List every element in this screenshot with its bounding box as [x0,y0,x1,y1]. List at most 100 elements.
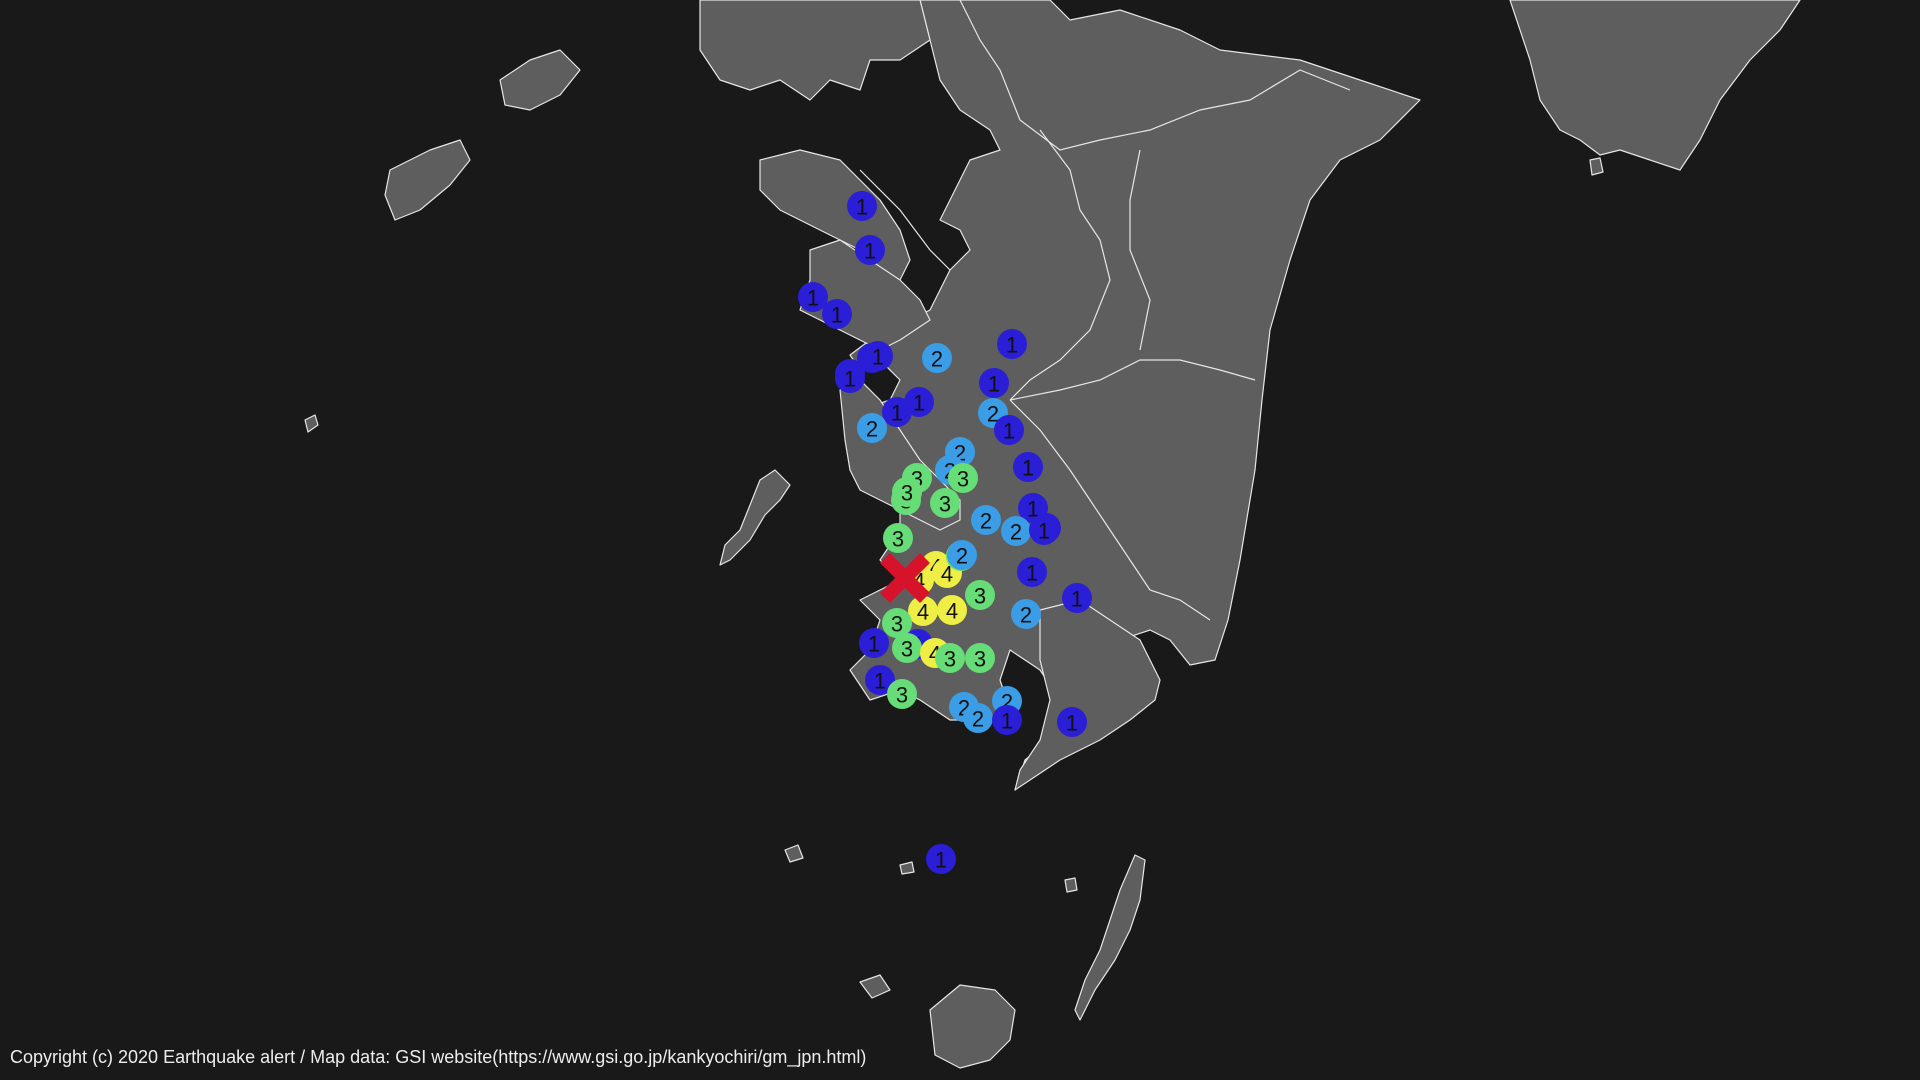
intensity-marker[interactable]: 1 [882,397,912,427]
intensity-marker[interactable]: 1 [1013,452,1043,482]
intensity-marker-circle [922,343,952,373]
intensity-marker[interactable]: 3 [948,463,978,493]
intensity-marker[interactable]: 1 [926,844,956,874]
intensity-marker-circle [1062,583,1092,613]
intensity-marker[interactable]: 3 [965,643,995,673]
northwest-peninsula [699,0,931,101]
copyright-text: Copyright (c) 2020 Earthquake alert / Ma… [10,1047,867,1067]
intensity-marker-circle [1057,707,1087,737]
koshiki-islands [719,469,791,566]
intensity-marker-circle [994,415,1024,445]
intensity-marker-label: 4 [941,562,953,587]
intensity-marker[interactable]: 2 [947,540,977,570]
intensity-marker[interactable]: 1 [994,415,1024,445]
intensity-marker-circle [979,368,1009,398]
intensity-marker[interactable]: 3 [935,643,965,673]
intensity-marker-label: 2 [866,417,878,442]
intensity-marker-label: 1 [874,669,886,694]
intensity-marker-label: 2 [1010,520,1022,545]
intensity-marker-label: 1 [807,286,819,311]
intensity-marker-circle [855,235,885,265]
intensity-marker[interactable]: 2 [1001,516,1031,546]
intensity-marker[interactable]: 2 [857,413,887,443]
intensity-marker[interactable]: 3 [882,608,912,638]
intensity-marker-label: 1 [868,632,880,657]
intensity-marker[interactable]: 3 [883,523,913,553]
intensity-marker-circle [997,329,1027,359]
intensity-marker-circle [892,633,922,663]
intensity-marker-label: 2 [1020,603,1032,628]
intensity-marker[interactable]: 3 [892,633,922,663]
intensity-marker-circle [1001,516,1031,546]
small-islet-2 [784,844,804,863]
intensity-marker-circle [1017,557,1047,587]
intensity-marker-label: 1 [891,401,903,426]
intensity-marker-label: 1 [988,372,1000,397]
intensity-marker-circle [863,341,893,371]
intensity-marker-circle [847,191,877,221]
intensity-marker-label: 3 [896,683,908,708]
intensity-marker-label: 1 [1026,561,1038,586]
small-islet-5 [899,861,915,875]
intensity-marker-circle [822,299,852,329]
prefecture-border-4 [1009,399,1211,621]
intensity-marker[interactable]: 2 [922,343,952,373]
intensity-marker[interactable]: 1 [992,705,1022,735]
intensity-marker[interactable]: 3 [892,477,922,507]
intensity-marker-circle [865,665,895,695]
intensity-marker[interactable]: 1 [798,282,828,312]
intensity-marker-circle [857,413,887,443]
intensity-marker-circle [887,679,917,709]
intensity-marker[interactable]: 2 [1011,599,1041,629]
intensity-marker-circle [882,608,912,638]
intensity-marker-circle [971,505,1001,535]
intensity-marker[interactable]: 1 [1029,515,1059,545]
intensity-marker-circle [963,703,993,733]
prefecture-border-2 [1009,129,1111,401]
intensity-marker-label: 1 [856,195,868,220]
intensity-marker[interactable]: 1 [1017,557,1047,587]
intensity-marker[interactable]: 1 [865,665,895,695]
intensity-marker-circle [965,643,995,673]
intensity-marker-circle [859,628,889,658]
honshu-islet [1589,157,1604,176]
intensity-marker[interactable]: 1 [1057,707,1087,737]
intensity-marker[interactable]: 1 [979,368,1009,398]
intensity-marker[interactable]: 2 [971,505,1001,535]
intensity-marker[interactable]: 1 [863,341,893,371]
intensity-marker[interactable]: 1 [859,628,889,658]
intensity-marker-circle [926,844,956,874]
intensity-marker[interactable]: 1 [822,299,852,329]
intensity-marker-circle [1013,452,1043,482]
intensity-marker-label: 1 [1066,711,1078,736]
epicenter-x-mark-icon [880,553,930,603]
intensity-marker-circle [948,463,978,493]
intensity-marker[interactable]: 3 [930,488,960,518]
intensity-marker-label: 3 [891,612,903,637]
intensity-marker[interactable]: 3 [965,580,995,610]
intensity-marker[interactable]: 1 [847,191,877,221]
intensity-marker-circle [937,595,967,625]
intensity-marker-label: 1 [1022,456,1034,481]
yakushima-island [929,984,1016,1069]
intensity-marker-circle [930,488,960,518]
intensity-marker[interactable]: 1 [835,363,865,393]
intensity-marker-label: 3 [901,481,913,506]
intensity-marker[interactable]: 1 [997,329,1027,359]
intensity-marker[interactable]: 4 [937,595,967,625]
intensity-marker-circle [947,540,977,570]
prefecture-border-5 [1129,149,1151,351]
intensity-marker-label: 1 [1027,497,1039,522]
intensity-marker[interactable]: 1 [855,235,885,265]
intensity-marker-circle [992,705,1022,735]
intensity-marker-circle [908,596,938,626]
intensity-marker-label: 2 [987,402,999,427]
intensity-marker[interactable]: 4 [908,596,938,626]
intensity-marker[interactable]: 2 [963,703,993,733]
intensity-marker-label: 1 [935,848,947,873]
intensity-marker[interactable]: 1 [1062,583,1092,613]
intensity-marker[interactable]: 3 [887,679,917,709]
intensity-marker-label: 1 [1006,333,1018,358]
